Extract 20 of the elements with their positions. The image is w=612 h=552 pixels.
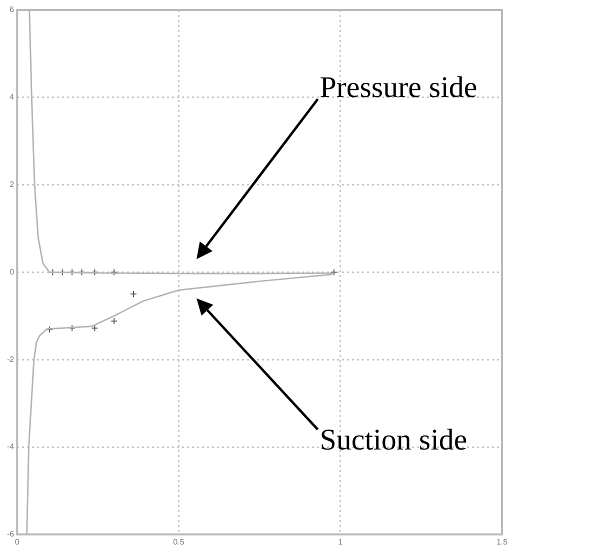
point (330, 268, 338, 276)
point (110, 318, 118, 325)
point (91, 268, 98, 276)
x-tick-label: 1.5 (496, 537, 508, 546)
point (110, 268, 118, 276)
x-tick-label: 0.5 (173, 537, 185, 546)
point (78, 268, 86, 276)
point (130, 290, 137, 298)
y-tick-label: -2 (6, 354, 15, 364)
annotation: Pressure side (320, 71, 478, 104)
y-tick-label: 6 (10, 5, 15, 14)
annotation: Suction side (320, 423, 468, 456)
y-tick-label: -6 (6, 530, 15, 539)
y-tick-label: 2 (10, 180, 15, 190)
point (91, 324, 98, 332)
x-tick-label: 1 (338, 537, 344, 546)
y-tick-label: 4 (10, 92, 15, 102)
point (46, 326, 53, 333)
y-tick-label: 0 (10, 267, 15, 276)
y-tick-label: -4 (6, 442, 15, 452)
